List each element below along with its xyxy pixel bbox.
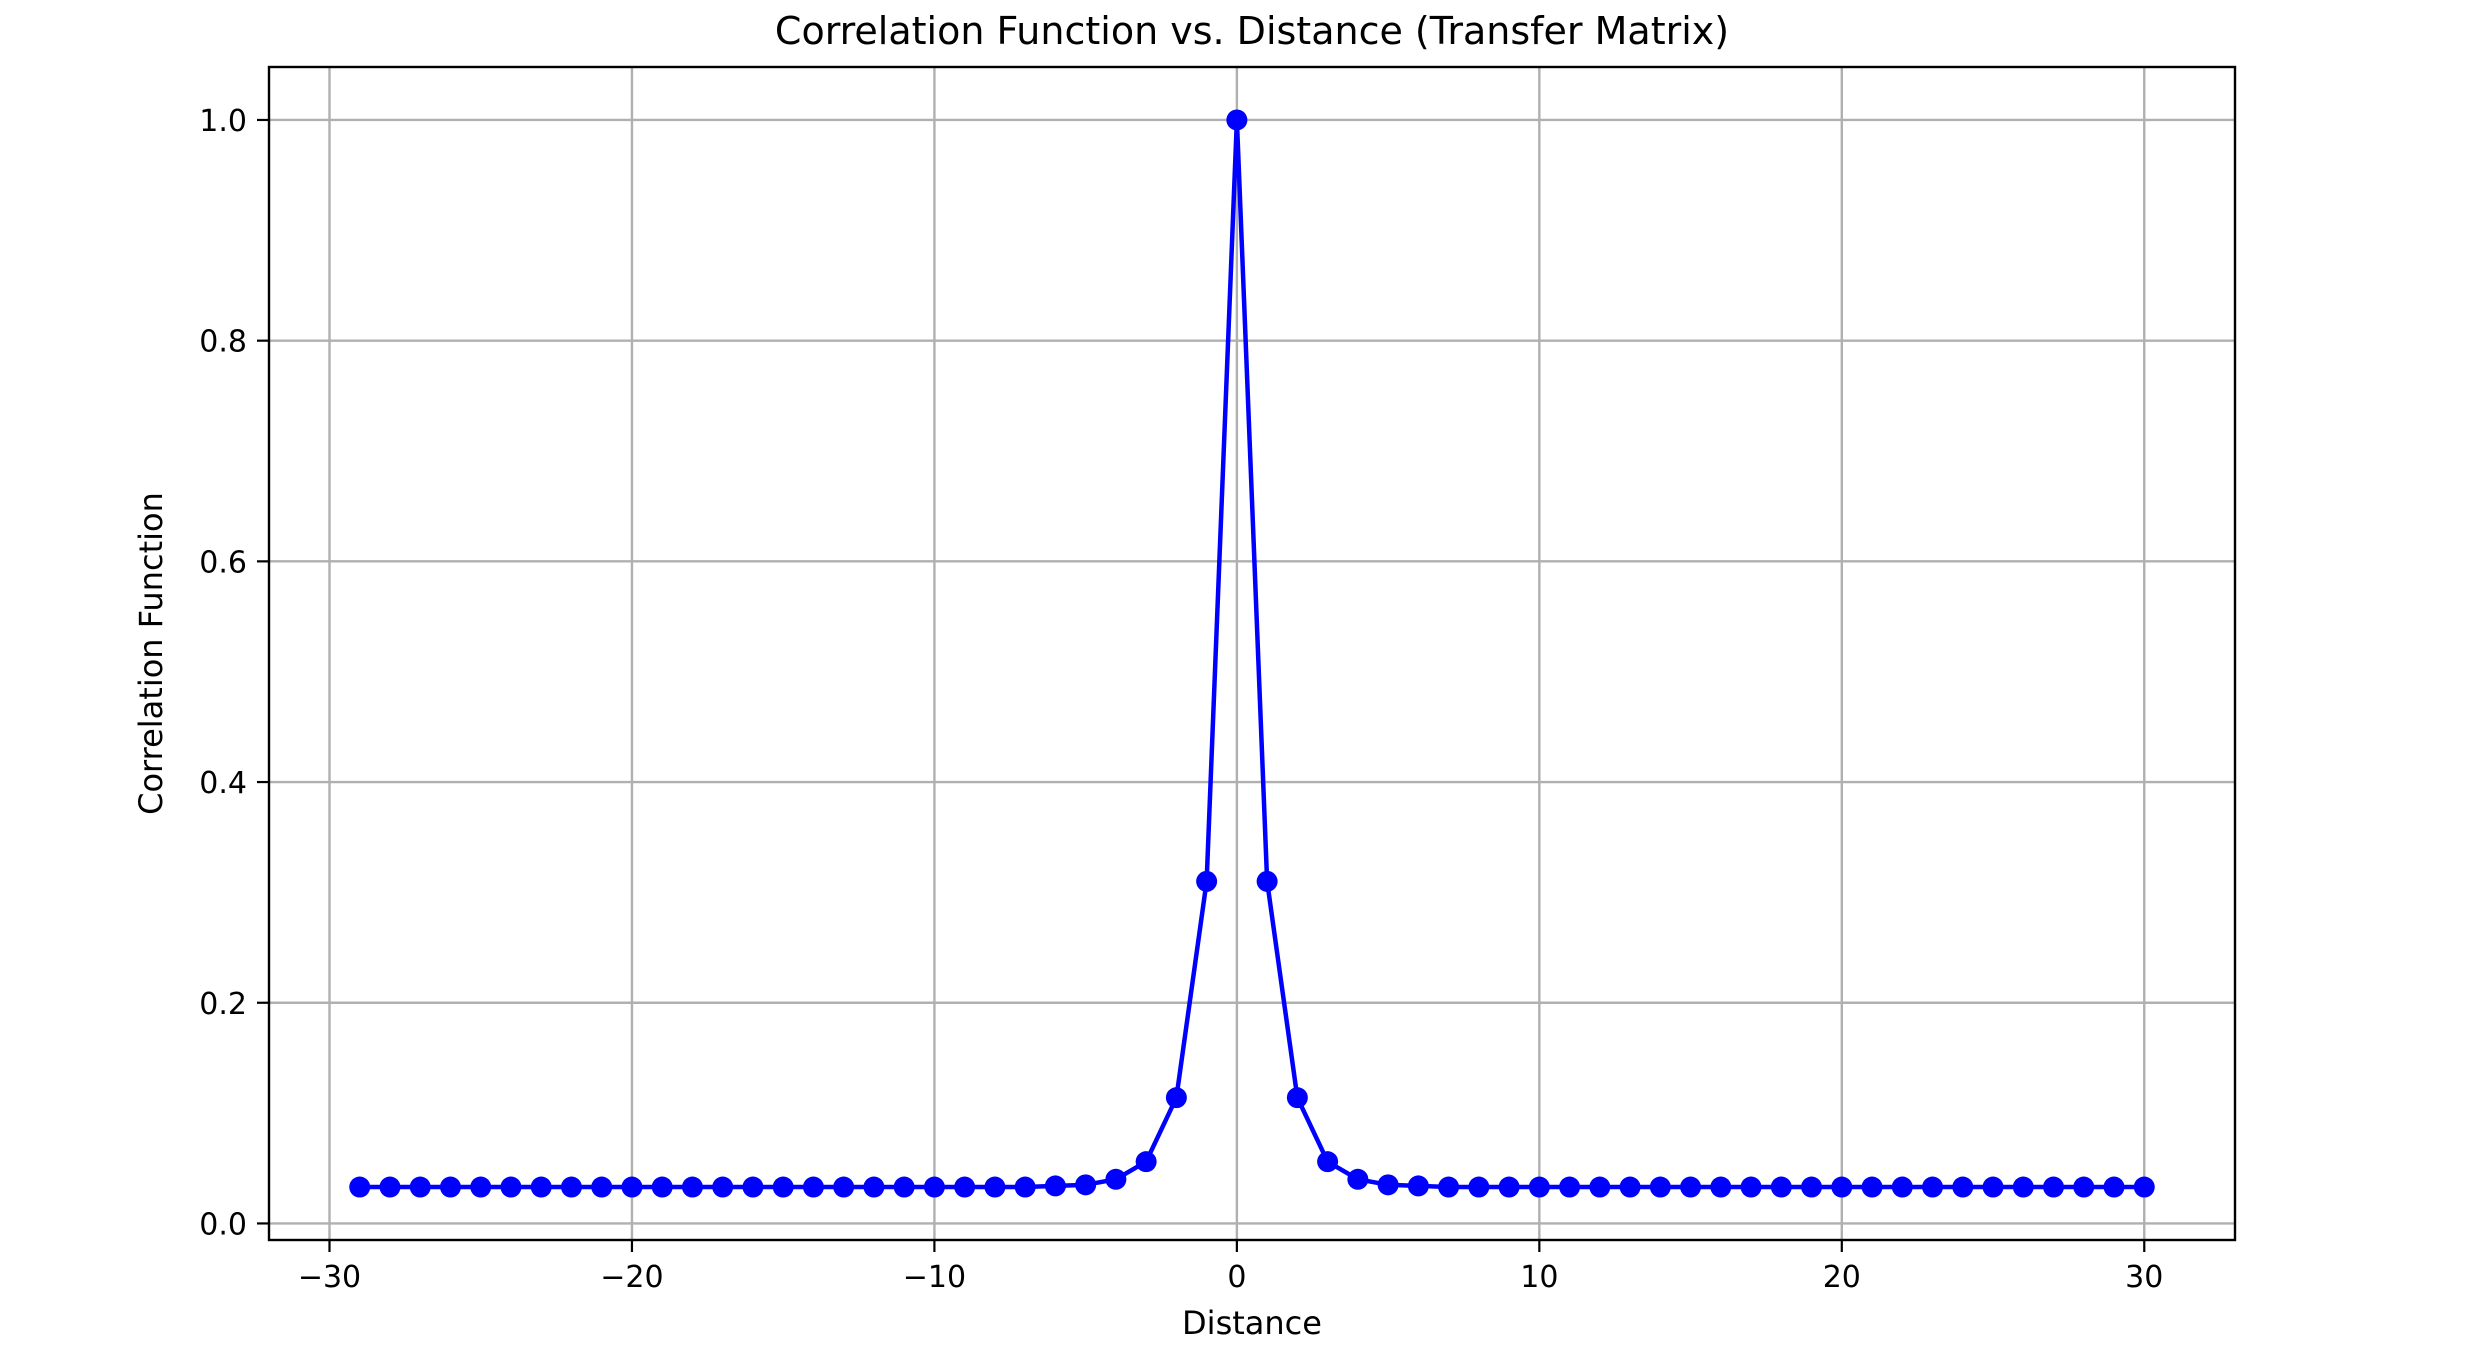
data-point xyxy=(1407,1175,1429,1197)
data-point xyxy=(833,1176,855,1198)
data-point xyxy=(1468,1176,1490,1198)
x-tick-label: 20 xyxy=(1823,1260,1861,1295)
data-point xyxy=(591,1176,613,1198)
data-point xyxy=(530,1176,552,1198)
x-tick-label: 30 xyxy=(2125,1260,2163,1295)
data-point xyxy=(2073,1176,2095,1198)
axis-ticks: −30 −20 −10 0 10 20 30 0.0 0.2 0.4 0.6 0.8 1.0 xyxy=(199,104,2163,1295)
y-axis-label: Correlation Function xyxy=(132,492,170,815)
data-point xyxy=(1377,1174,1399,1196)
data-point xyxy=(1317,1151,1339,1173)
y-tick-label: 0.2 xyxy=(199,987,247,1022)
y-tick-label: 0.0 xyxy=(199,1207,247,1242)
data-point xyxy=(439,1176,461,1198)
data-point xyxy=(1498,1176,1520,1198)
data-point xyxy=(681,1176,703,1198)
data-point xyxy=(802,1176,824,1198)
plot-frame xyxy=(267,65,2237,1242)
series-line xyxy=(357,117,2147,1190)
data-point xyxy=(863,1176,885,1198)
data-point xyxy=(1135,1151,1157,1173)
data-point xyxy=(1740,1176,1762,1198)
data-point xyxy=(1044,1175,1066,1197)
y-tick-label: 0.6 xyxy=(199,545,247,580)
data-point xyxy=(1770,1176,1792,1198)
data-point xyxy=(500,1176,522,1198)
data-point xyxy=(923,1176,945,1198)
data-point xyxy=(1347,1168,1369,1190)
data-point xyxy=(1710,1176,1732,1198)
data-point xyxy=(742,1176,764,1198)
data-point xyxy=(1831,1176,1853,1198)
x-tick-label: 10 xyxy=(1520,1260,1558,1295)
data-point xyxy=(651,1176,673,1198)
data-point xyxy=(893,1176,915,1198)
grid xyxy=(269,67,2235,1240)
data-point xyxy=(2012,1176,2034,1198)
x-axis-label: Distance xyxy=(1182,1304,1322,1342)
data-point xyxy=(1226,109,1248,131)
data-point xyxy=(1801,1176,1823,1198)
data-point xyxy=(1619,1176,1641,1198)
data-point xyxy=(2133,1176,2155,1198)
data-point xyxy=(1528,1176,1550,1198)
data-point xyxy=(1982,1176,2004,1198)
y-tick-label: 1.0 xyxy=(199,104,247,139)
data-point xyxy=(621,1176,643,1198)
x-tick-label: −10 xyxy=(903,1260,966,1295)
x-tick-label: 0 xyxy=(1227,1260,1246,1295)
data-point xyxy=(1256,870,1278,892)
data-point xyxy=(1286,1087,1308,1109)
data-point xyxy=(712,1176,734,1198)
data-point xyxy=(1680,1176,1702,1198)
x-tick-label: −30 xyxy=(298,1260,361,1295)
data-point xyxy=(379,1176,401,1198)
data-point xyxy=(1649,1176,1671,1198)
data-point xyxy=(1952,1176,1974,1198)
data-point xyxy=(1196,870,1218,892)
data-point xyxy=(1165,1087,1187,1109)
data-point xyxy=(470,1176,492,1198)
data-point xyxy=(349,1176,371,1198)
data-point xyxy=(772,1176,794,1198)
data-point xyxy=(1922,1176,1944,1198)
data-point xyxy=(2043,1176,2065,1198)
data-point xyxy=(954,1176,976,1198)
data-point xyxy=(1559,1176,1581,1198)
data-point xyxy=(560,1176,582,1198)
y-tick-label: 0.8 xyxy=(199,325,247,360)
data-point xyxy=(2103,1176,2125,1198)
y-tick-label: 0.4 xyxy=(199,766,247,801)
data-point xyxy=(1105,1168,1127,1190)
data-point xyxy=(1438,1176,1460,1198)
data-point xyxy=(409,1176,431,1198)
data-point xyxy=(1589,1176,1611,1198)
data-point xyxy=(1014,1176,1036,1198)
data-point xyxy=(1861,1176,1883,1198)
data-point xyxy=(1891,1176,1913,1198)
x-tick-label: −20 xyxy=(600,1260,663,1295)
series-layer xyxy=(349,109,2155,1198)
data-point xyxy=(984,1176,1006,1198)
data-point xyxy=(1075,1174,1097,1196)
chart-title: Correlation Function vs. Distance (Trans… xyxy=(775,9,1729,53)
